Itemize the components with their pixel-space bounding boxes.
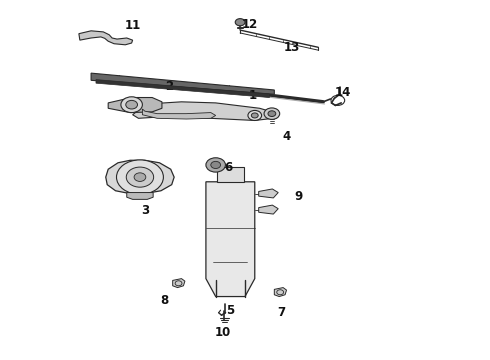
Text: 6: 6 [224, 161, 232, 174]
Circle shape [126, 167, 154, 187]
Polygon shape [217, 167, 244, 182]
Circle shape [126, 100, 138, 109]
Circle shape [134, 173, 146, 181]
Polygon shape [206, 182, 255, 297]
Text: 8: 8 [160, 294, 169, 307]
Circle shape [268, 111, 276, 117]
Polygon shape [79, 31, 133, 45]
Text: 14: 14 [335, 86, 351, 99]
Polygon shape [127, 193, 153, 199]
Circle shape [211, 161, 220, 168]
Polygon shape [96, 80, 270, 98]
Text: 10: 10 [215, 326, 231, 339]
Circle shape [235, 19, 245, 26]
Text: 12: 12 [242, 18, 258, 31]
Text: 7: 7 [277, 306, 286, 319]
Text: 11: 11 [124, 19, 141, 32]
Polygon shape [133, 102, 274, 121]
Circle shape [251, 113, 258, 118]
Polygon shape [259, 189, 278, 198]
Circle shape [248, 111, 262, 121]
Text: 9: 9 [294, 190, 303, 203]
Polygon shape [106, 160, 174, 194]
Polygon shape [172, 279, 185, 288]
Circle shape [206, 158, 225, 172]
Polygon shape [143, 109, 216, 119]
Polygon shape [108, 98, 162, 113]
Polygon shape [91, 73, 274, 94]
Text: 5: 5 [226, 305, 235, 318]
Circle shape [264, 108, 280, 120]
Circle shape [117, 160, 163, 194]
Text: 3: 3 [141, 204, 149, 217]
Text: 13: 13 [283, 41, 299, 54]
Text: 2: 2 [165, 80, 173, 93]
Polygon shape [274, 288, 287, 297]
Circle shape [121, 97, 143, 113]
Polygon shape [259, 205, 278, 214]
Text: 4: 4 [282, 130, 291, 144]
Text: 1: 1 [248, 89, 256, 102]
